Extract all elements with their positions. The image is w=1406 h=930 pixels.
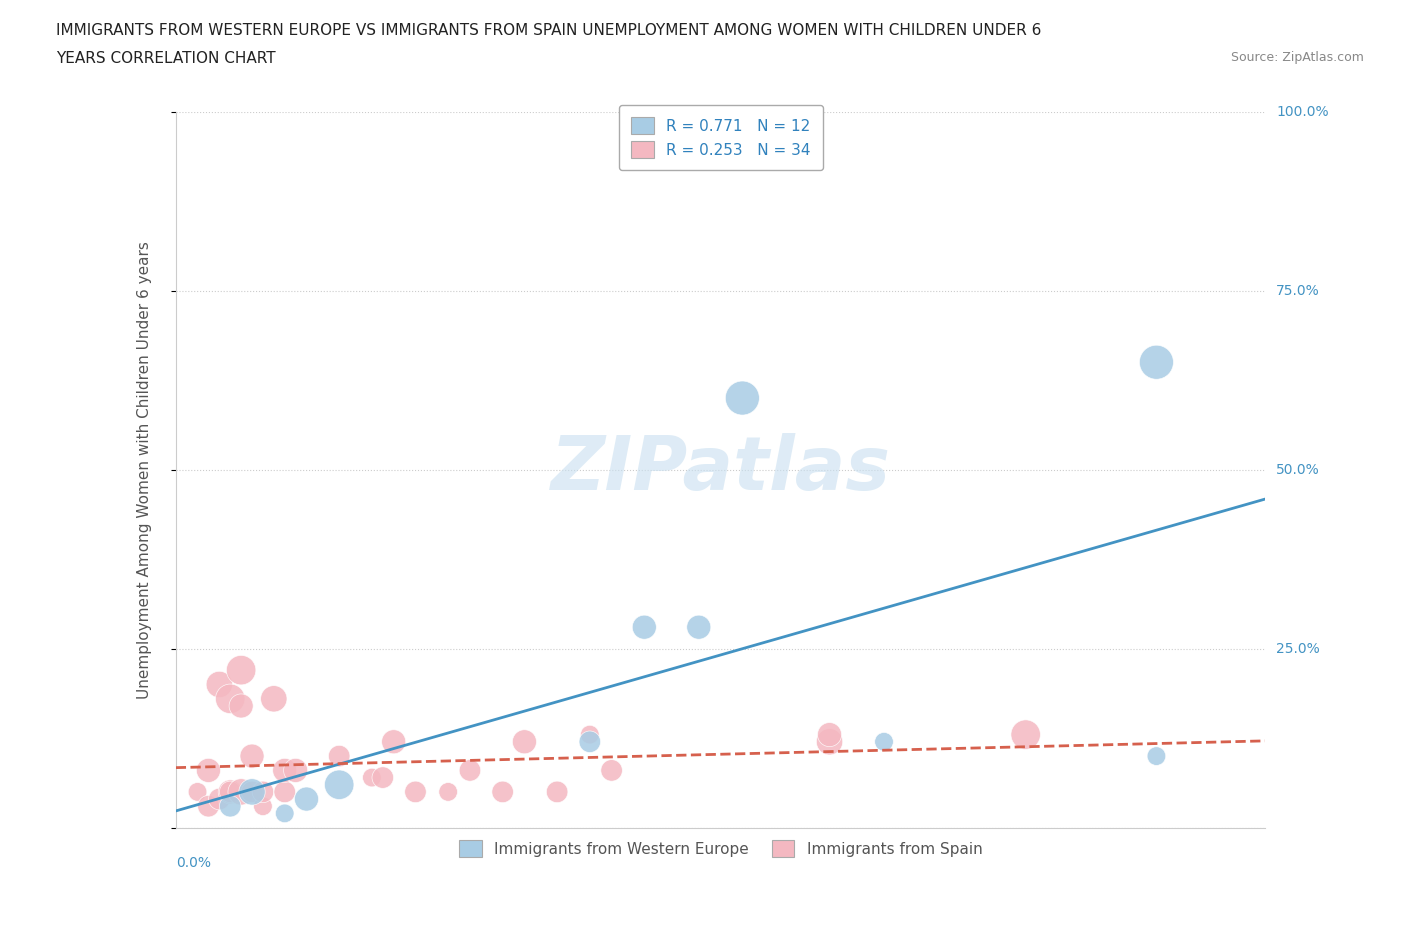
Point <box>579 735 602 750</box>
Point <box>295 791 318 806</box>
Point <box>186 785 209 800</box>
Text: IMMIGRANTS FROM WESTERN EUROPE VS IMMIGRANTS FROM SPAIN UNEMPLOYMENT AMONG WOMEN: IMMIGRANTS FROM WESTERN EUROPE VS IMMIGR… <box>56 23 1042 38</box>
Point <box>818 735 841 750</box>
Text: YEARS CORRELATION CHART: YEARS CORRELATION CHART <box>56 51 276 66</box>
Point <box>240 785 263 800</box>
Point <box>219 799 242 814</box>
Point <box>873 735 896 750</box>
Text: 50.0%: 50.0% <box>1277 462 1320 477</box>
Point <box>328 749 350 764</box>
Point <box>405 785 427 800</box>
Text: Source: ZipAtlas.com: Source: ZipAtlas.com <box>1230 51 1364 64</box>
Point <box>437 785 460 800</box>
Point <box>360 770 382 785</box>
Point <box>600 763 623 777</box>
Point <box>382 735 405 750</box>
Y-axis label: Unemployment Among Women with Children Under 6 years: Unemployment Among Women with Children U… <box>138 241 152 698</box>
Point <box>818 727 841 742</box>
Point <box>579 727 602 742</box>
Point <box>263 691 285 706</box>
Point <box>208 791 231 806</box>
Text: 75.0%: 75.0% <box>1277 284 1320 298</box>
Text: 0.0%: 0.0% <box>176 857 211 870</box>
Point <box>371 770 394 785</box>
Point <box>231 663 253 678</box>
Point <box>1144 749 1167 764</box>
Point <box>219 785 242 800</box>
Point <box>274 806 297 821</box>
Point <box>1144 355 1167 370</box>
Point <box>274 763 297 777</box>
Point <box>513 735 536 750</box>
Point <box>274 785 297 800</box>
Point <box>688 619 710 634</box>
Point <box>328 777 350 792</box>
Point <box>633 619 655 634</box>
Point <box>208 677 231 692</box>
Text: ZIPatlas: ZIPatlas <box>551 433 890 506</box>
Point <box>219 785 242 800</box>
Text: 25.0%: 25.0% <box>1277 642 1320 656</box>
Text: 100.0%: 100.0% <box>1277 104 1329 119</box>
Point <box>252 785 274 800</box>
Point <box>1015 727 1038 742</box>
Point <box>284 763 307 777</box>
Point <box>731 391 754 405</box>
Point <box>197 763 219 777</box>
Point <box>492 785 515 800</box>
Point <box>240 749 263 764</box>
Legend: Immigrants from Western Europe, Immigrants from Spain: Immigrants from Western Europe, Immigran… <box>453 834 988 863</box>
Point <box>231 698 253 713</box>
Point <box>219 691 242 706</box>
Point <box>458 763 481 777</box>
Point <box>546 785 568 800</box>
Point <box>252 799 274 814</box>
Point <box>197 799 219 814</box>
Point <box>231 785 253 800</box>
Point <box>240 785 263 800</box>
